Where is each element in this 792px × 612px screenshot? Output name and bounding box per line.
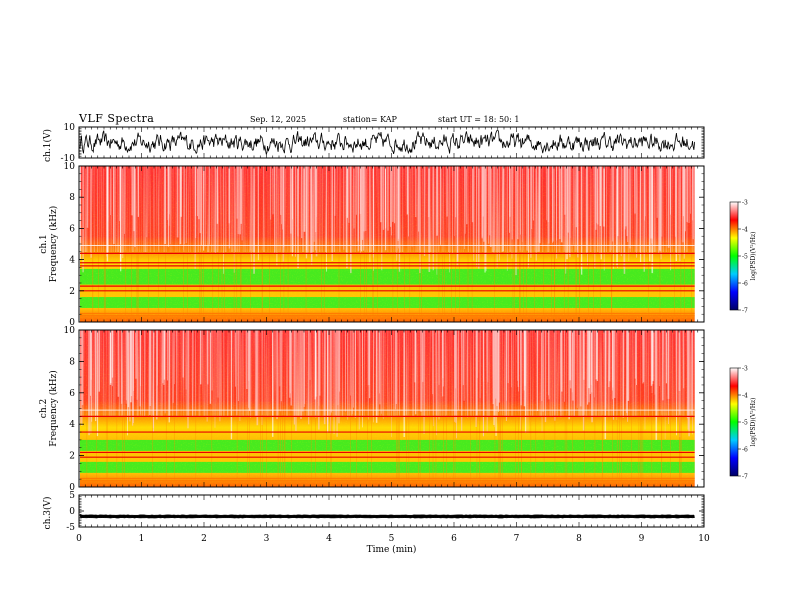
colorbar-ch2-tick-label: -4 <box>742 393 748 400</box>
ch1-spectrogram-y-tick-label: 6 <box>69 224 75 234</box>
ch1-waveform-trace <box>79 129 695 155</box>
date-label: Sep. 12, 2025 <box>250 115 307 124</box>
x-tick-label: 9 <box>639 534 645 544</box>
x-tick-label: 5 <box>389 534 395 544</box>
colorbar-ch2-tick-label: -6 <box>742 447 748 454</box>
colorbar-ch1-tick-label: -6 <box>742 281 748 288</box>
ch1-spectrogram-y-tick-label: 8 <box>69 193 75 203</box>
x-tick-label: 2 <box>201 534 207 544</box>
colorbar-ch1-tick-label: -5 <box>742 254 748 261</box>
chart-title: VLF Spectra <box>79 112 155 125</box>
ch1-spectrogram-y-axis-label: ch.1Frequency (kHz) <box>39 206 59 283</box>
x-tick-label: 7 <box>514 534 520 544</box>
colorbar-ch1-bar <box>729 201 739 311</box>
colorbar-ch2-tick-label: -5 <box>742 420 748 427</box>
x-tick-label: 6 <box>451 534 457 544</box>
ch1-spectrogram-y-tick-label: 4 <box>69 256 75 266</box>
start-time-label: start UT = 18: 50: 1 <box>438 115 520 124</box>
ch3-y-tick-label: -5 <box>66 523 75 533</box>
x-tick-label: 8 <box>576 534 582 544</box>
ch2-spectrogram-y-tick-label: 2 <box>69 452 75 462</box>
ch1-spectrogram-y-tick-label: 10 <box>64 162 76 172</box>
station-label: station= KAP <box>343 115 397 124</box>
ch3-waveform-trace <box>79 514 695 519</box>
ch3-y-axis-label: ch.3(V) <box>42 497 53 530</box>
ch1-y-tick-label: 10 <box>64 123 76 133</box>
ch2-spectrogram-y-tick-label: 10 <box>64 326 76 336</box>
ch1-spectrogram-y-tick-label: 2 <box>69 287 75 297</box>
colorbar-ch2-tick-label: -3 <box>742 366 748 373</box>
x-axis-label: Time (min) <box>367 544 417 555</box>
colorbar-ch2-bar <box>729 367 739 477</box>
colorbar-ch1-label: log(PSD)(V²/Hz) <box>750 232 757 281</box>
ch2-spectrogram-y-axis-label: ch.2Frequency (kHz) <box>39 370 59 447</box>
ch1-y-tick-label: -10 <box>61 154 76 164</box>
ch1-spectrogram-y-tick-label: 0 <box>69 318 75 328</box>
colorbar-ch1-tick-label: -7 <box>742 308 748 315</box>
ch3-y-tick-label: 5 <box>69 491 75 501</box>
ch3-y-tick-label: 0 <box>69 507 75 517</box>
x-tick-label: 0 <box>76 534 82 544</box>
colorbar-ch1-tick-label: -4 <box>742 227 748 234</box>
colorbar-ch2-tick-label: -7 <box>742 474 748 481</box>
ch2-spectrogram-y-tick-label: 4 <box>69 420 75 430</box>
colorbar-ch1-tick-label: -3 <box>742 200 748 207</box>
colorbar-ch2-label: log(PSD)(V²/Hz) <box>750 398 757 447</box>
ch1-y-axis-label: ch.1(V) <box>42 129 53 162</box>
x-tick-label: 4 <box>326 534 332 544</box>
x-tick-label: 1 <box>139 534 145 544</box>
ch2-spectrogram-y-tick-label: 8 <box>69 357 75 367</box>
ch2-spectrogram-y-tick-label: 0 <box>69 483 75 493</box>
ch2-spectrogram-y-tick-label: 6 <box>69 389 75 399</box>
x-tick-label: 3 <box>264 534 270 544</box>
x-tick-label: 10 <box>698 534 710 544</box>
